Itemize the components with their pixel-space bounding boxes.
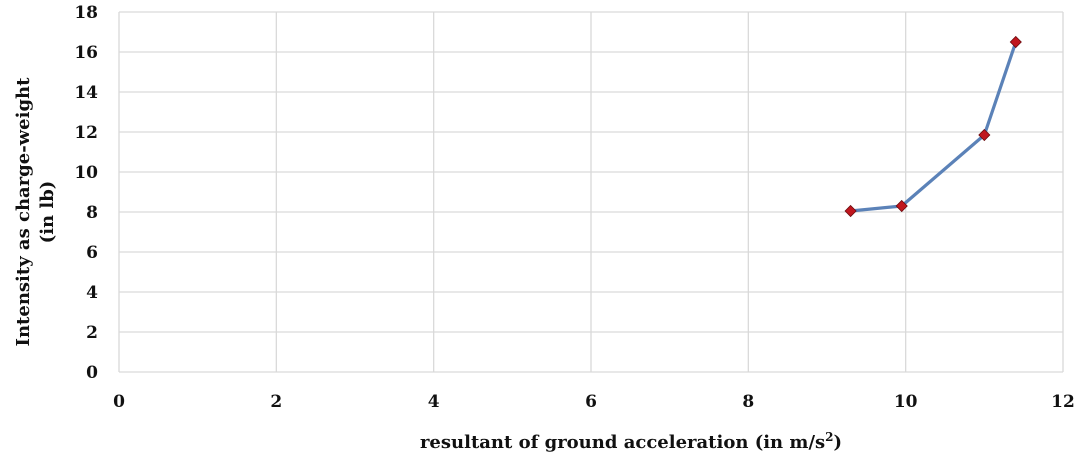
grid-layer [118,11,1064,373]
y-tick-label: 4 [86,283,98,303]
y-tick-label: 18 [74,3,98,23]
data-point-marker [895,199,908,213]
data-point-marker [978,128,991,142]
x-tick-label: 12 [1051,392,1075,412]
y-tick-label: 12 [74,123,98,143]
x-axis-title: resultant of ground acceleration (in m/s… [420,430,842,453]
y-tick-label: 0 [86,363,98,383]
x-tick-label: 0 [113,392,125,412]
y-tick-label: 8 [86,203,98,223]
series-layer [844,35,1022,218]
data-point-marker [1009,35,1022,49]
x-tick-label: 6 [585,392,597,412]
y-axis-title: Intensity as charge-weight (in lb) [13,77,58,347]
y-tick-labels: 0 2 4 6 8 10 12 14 16 18 [74,3,98,383]
y-tick-label: 2 [86,323,98,343]
y-tick-label: 6 [86,243,98,263]
y-axis-title-line1: Intensity as charge-weight [13,77,34,347]
y-axis-title-line2: (in lb) [37,181,58,244]
x-tick-labels: 0 2 4 6 8 10 12 [113,392,1075,412]
x-tick-label: 4 [428,392,440,412]
x-tick-label: 2 [270,392,282,412]
y-tick-label: 10 [74,163,98,183]
y-tick-label: 14 [74,83,98,103]
data-point-marker [844,204,857,218]
x-tick-label: 10 [894,392,918,412]
y-tick-label: 16 [74,43,98,63]
series-line [848,40,1018,213]
x-tick-label: 8 [742,392,754,412]
